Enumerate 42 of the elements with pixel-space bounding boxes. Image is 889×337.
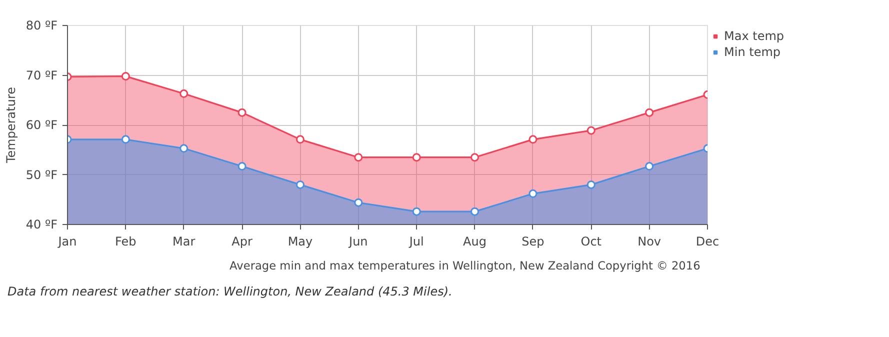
text: Data from nearest weather station: Wellington, New Zealand (45.3 Miles). [8,284,452,298]
point [470,153,480,162]
point [586,126,596,135]
point [296,135,304,144]
point [528,189,538,198]
point [412,153,421,162]
y-tick-label: 40 ºF [26,218,58,232]
point [354,153,363,162]
x-tick-label: Mar [172,234,196,248]
x-tick-label: Sep [522,234,544,248]
x-tick-label: Jan [57,234,77,248]
point [412,207,421,216]
y-axis-title: Temperature [4,86,18,164]
point [354,198,363,207]
point [180,144,188,153]
point [180,89,188,98]
x-tick-label: Dec [696,234,720,248]
point [645,162,654,171]
y-tick-label: 50 ºF [26,168,58,182]
y-tick-label: 60 ºF [26,118,58,132]
x-tick-label: May [288,234,313,248]
point [121,72,130,80]
point [645,108,654,117]
point [586,180,596,189]
x-tick-label: Jun [348,234,368,248]
y-tick-label: 80 ºF [26,18,58,32]
point [528,135,538,144]
point [121,135,130,144]
x-tick-label: Feb [115,234,136,248]
legend-label: Max temp [724,29,784,43]
x-tick-label: Oct [580,234,602,248]
y-tick-label: 70 ºF [26,68,58,82]
x-tick-label: Nov [638,234,662,248]
x-tick-label: Jul [408,234,424,248]
x-tick-label: Apr [232,234,252,248]
text: Average min and max temperatures in Wellington, New Zealand Copyright © 2016 [230,258,700,272]
point [238,162,246,171]
point [296,180,304,189]
legend-label: Min temp [724,45,781,59]
point [238,108,246,117]
x-tick-label: Aug [463,234,486,248]
point [470,207,480,216]
